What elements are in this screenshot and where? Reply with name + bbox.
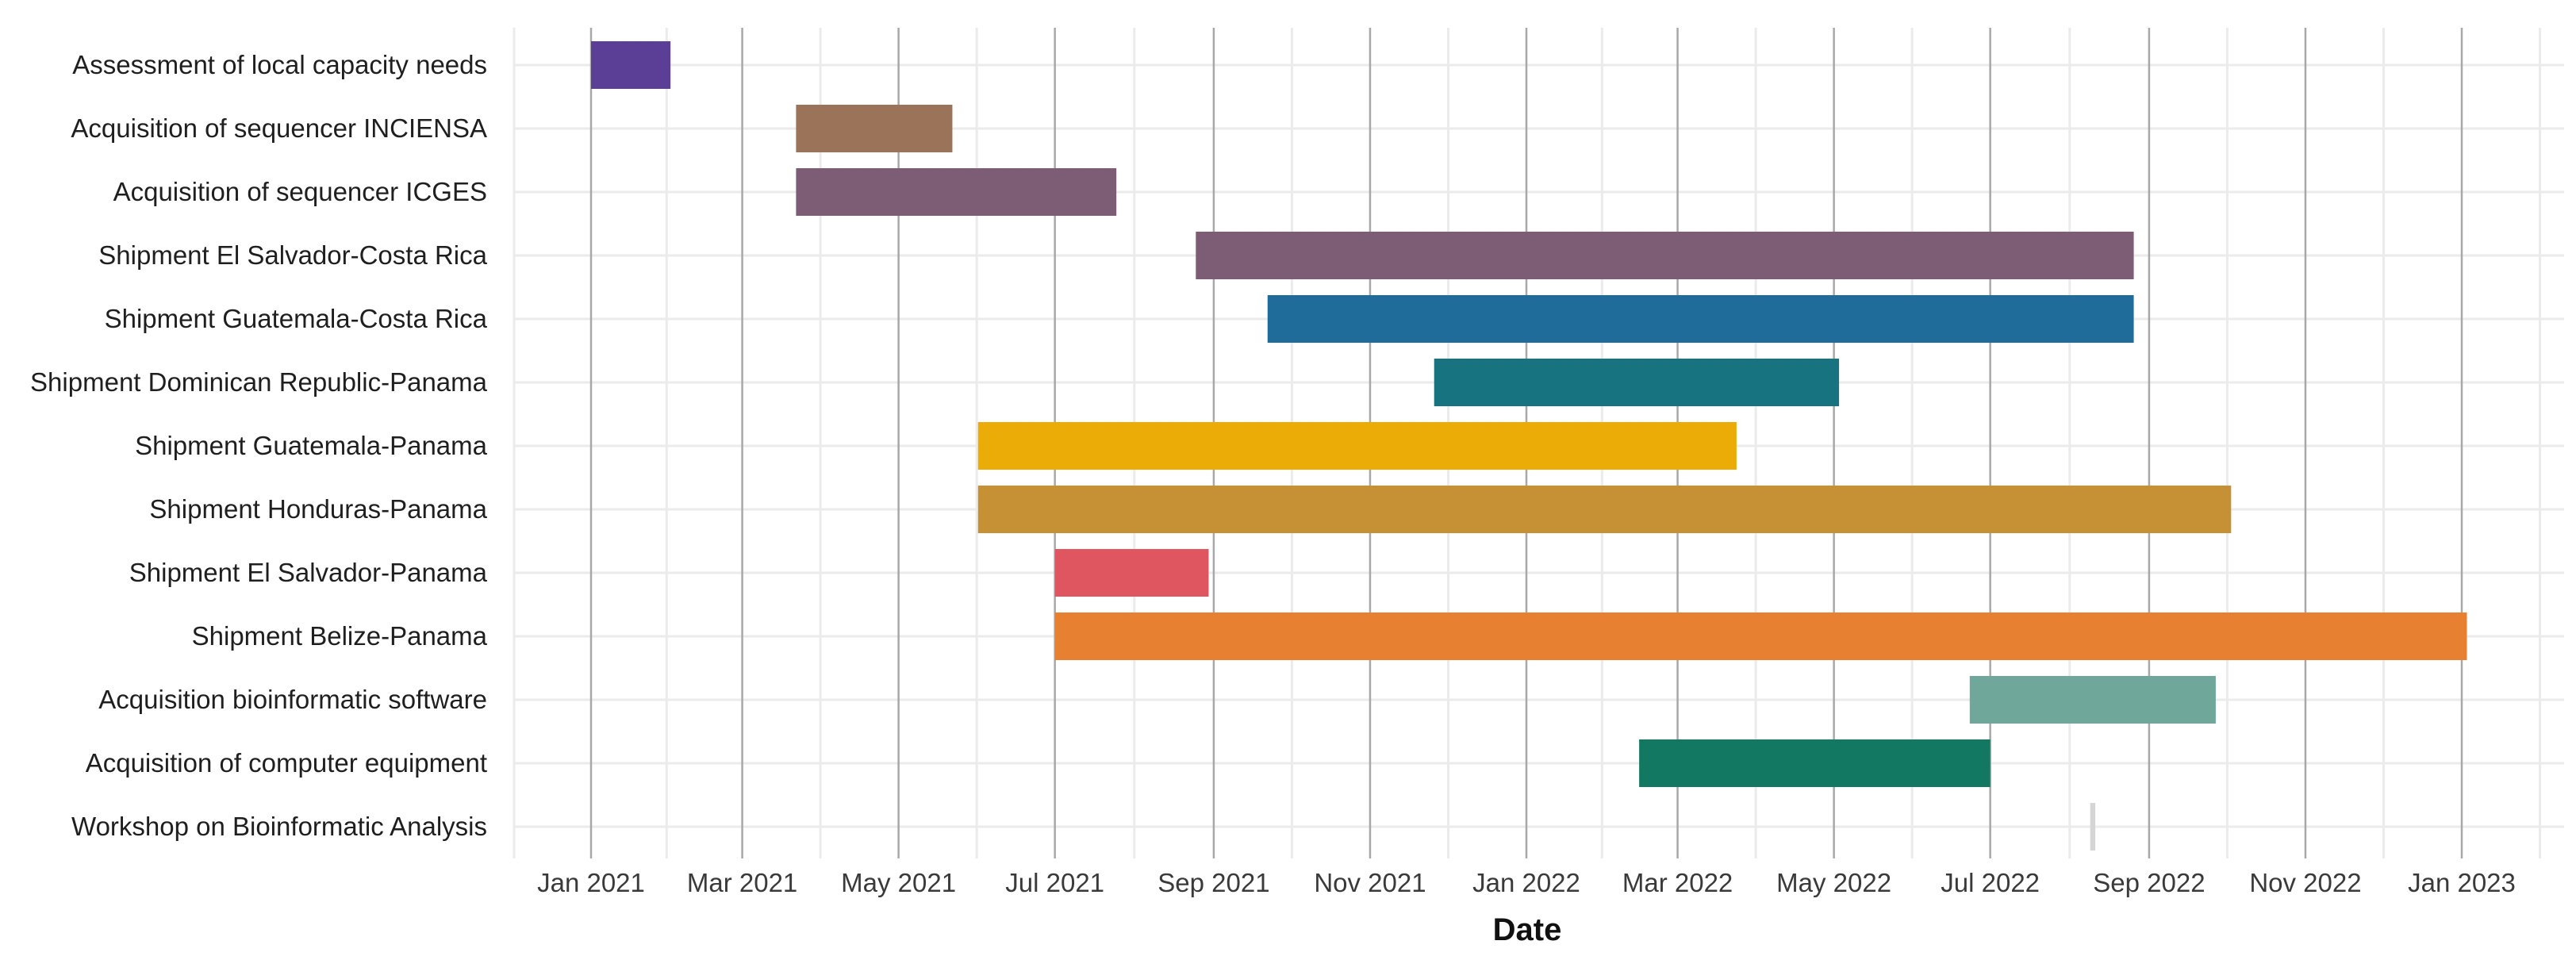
task-label: Workshop on Bioinformatic Analysis [71, 812, 487, 841]
x-tick-label: Jan 2023 [2408, 868, 2516, 897]
task-bar [1196, 232, 2134, 279]
task-label: Acquisition of sequencer ICGES [113, 177, 487, 206]
task-bar [2090, 803, 2096, 851]
task-label: Acquisition of computer equipment [86, 748, 487, 778]
x-axis-tick-labels: Jan 2021 Mar 2021 May 2021 Jul 2021 Sep 2021… [537, 868, 2516, 897]
x-tick-label: May 2022 [1776, 868, 1891, 897]
task-bars [591, 41, 2467, 851]
x-tick-label: Sep 2022 [2093, 868, 2205, 897]
x-tick-label: Mar 2021 [687, 868, 797, 897]
task-bar [1054, 549, 1209, 597]
task-label: Shipment Honduras-Panama [149, 494, 487, 524]
x-tick-label: May 2021 [841, 868, 956, 897]
task-label: Shipment Guatemala-Panama [135, 431, 488, 460]
task-bar [796, 105, 953, 152]
task-bar [1434, 359, 1840, 406]
task-label: Shipment Dominican Republic-Panama [30, 367, 488, 397]
task-bar [1969, 676, 2216, 724]
x-axis-title: Date [1493, 912, 1562, 947]
task-label: Acquisition of sequencer INCIENSA [71, 113, 487, 143]
task-label: Shipment Belize-Panama [192, 621, 488, 651]
task-label: Shipment Guatemala-Costa Rica [105, 304, 488, 333]
x-tick-label: Mar 2022 [1622, 868, 1733, 897]
task-bar [796, 168, 1117, 216]
x-tick-label: Nov 2021 [1314, 868, 1426, 897]
task-labels: Assessment of local capacity needs Acquis… [30, 50, 488, 841]
x-tick-label: Jan 2021 [537, 868, 645, 897]
task-bar [977, 486, 2232, 533]
task-bar [1639, 739, 1991, 787]
x-tick-label: Nov 2022 [2249, 868, 2361, 897]
x-tick-label: Sep 2021 [1157, 868, 1269, 897]
task-label: Shipment El Salvador-Panama [129, 558, 488, 587]
task-bar [1054, 612, 2467, 660]
task-bar [977, 422, 1737, 470]
task-label: Shipment El Salvador-Costa Rica [98, 240, 487, 270]
task-label: Acquisition bioinformatic software [98, 685, 487, 714]
x-tick-label: Jul 2022 [1941, 868, 2040, 897]
task-bar [591, 41, 671, 89]
task-bar [1267, 295, 2134, 343]
x-tick-label: Jul 2021 [1005, 868, 1104, 897]
task-label: Assessment of local capacity needs [72, 50, 487, 79]
x-tick-label: Jan 2022 [1472, 868, 1580, 897]
